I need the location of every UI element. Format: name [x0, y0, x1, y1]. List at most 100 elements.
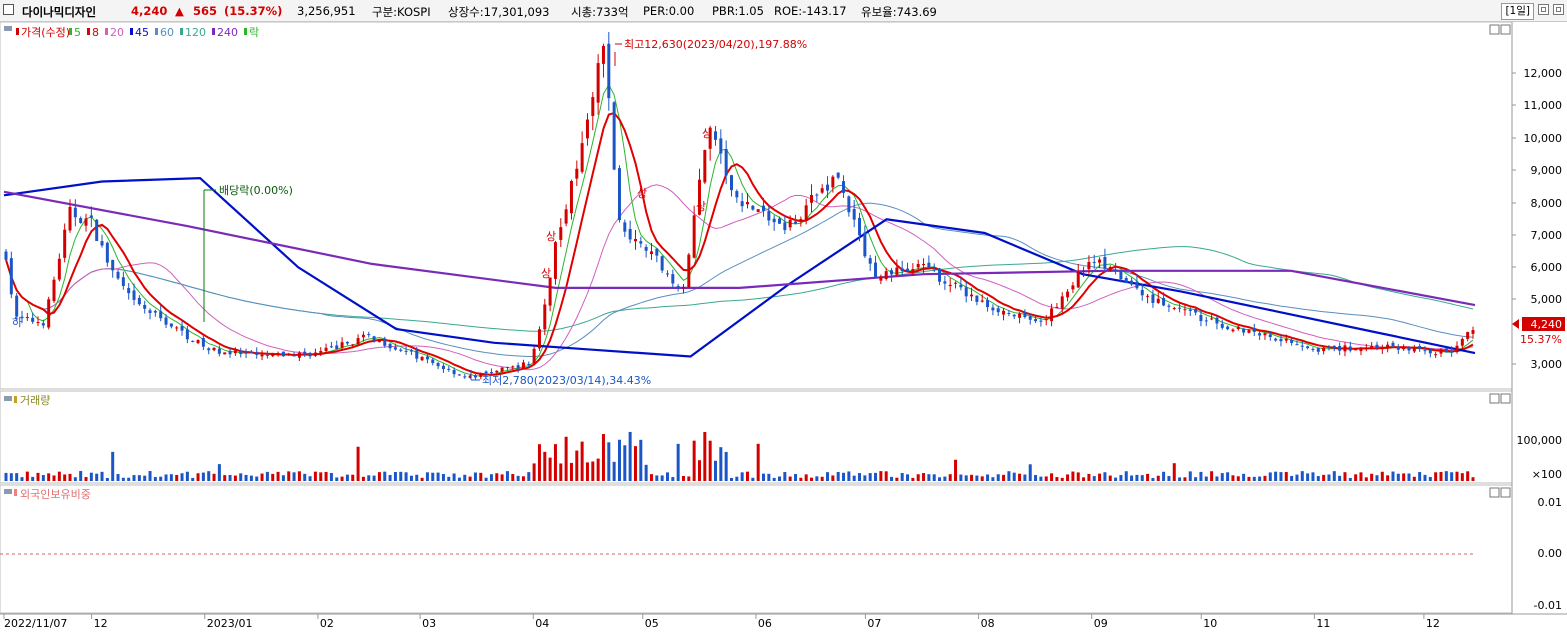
y-tick-label: 10,000 — [1524, 132, 1563, 145]
volume-bar — [1018, 473, 1022, 481]
candle-body — [239, 350, 243, 355]
candle-body — [180, 326, 184, 331]
foreign-panel — [0, 484, 1513, 614]
volume-bar — [1460, 473, 1464, 481]
candle-body — [57, 258, 61, 280]
candle-body — [1183, 309, 1187, 311]
volume-bar — [1028, 464, 1032, 481]
price-legend: 가격(수정) 5 8 20 45 60 120 240 락 — [16, 26, 259, 39]
volume-bar — [52, 475, 56, 481]
volume-bar — [713, 460, 717, 481]
volume-bar — [762, 473, 766, 481]
volume-bar — [964, 475, 968, 481]
listed-shares: 상장수:17,301,093 — [448, 5, 550, 19]
candle-body — [281, 351, 285, 357]
candle-body — [207, 348, 211, 351]
candle-body — [1284, 338, 1288, 341]
candle-body — [324, 347, 328, 352]
volume-bar — [1002, 474, 1006, 481]
volume-bar — [655, 475, 659, 481]
volume-bar — [1258, 476, 1262, 481]
period-button[interactable]: [1일] — [1501, 3, 1534, 20]
panel-menu-icon[interactable] — [4, 396, 12, 401]
candle-body — [1300, 345, 1304, 347]
candle-body — [1172, 308, 1176, 310]
volume-bar — [751, 477, 755, 481]
volume-bar — [1151, 477, 1155, 481]
volume-bar — [175, 474, 179, 481]
volume-bar — [1386, 475, 1390, 481]
candle-body — [1418, 346, 1422, 349]
volume-bar — [746, 471, 750, 481]
candle-body — [41, 323, 45, 326]
candle-body — [431, 359, 435, 363]
candle-body — [143, 304, 147, 309]
volume-bar — [361, 476, 365, 481]
volume-bar — [687, 476, 691, 481]
volume-bar — [473, 472, 477, 481]
candle-body — [1471, 330, 1475, 334]
y-tick-label: 5,000 — [1531, 293, 1563, 306]
candle-body — [932, 269, 936, 271]
candle-body — [890, 270, 894, 275]
volume-bar — [127, 477, 131, 481]
volume-bar — [575, 450, 579, 481]
candle-body — [1130, 280, 1134, 285]
candle-body — [79, 217, 83, 223]
volume-bar — [1364, 477, 1368, 481]
volume-bar — [1268, 472, 1272, 481]
candle-body — [959, 284, 963, 288]
candle-body — [1087, 261, 1091, 270]
volume-bar — [404, 472, 408, 481]
volume-bar — [831, 475, 835, 481]
volume-bar — [794, 474, 798, 481]
candle-body — [47, 299, 51, 328]
volume-bar — [740, 472, 744, 481]
legend-marker — [87, 28, 90, 35]
volume-bar — [1402, 473, 1406, 481]
x-tick-label: 03 — [422, 617, 436, 630]
panel-window-buttons[interactable] — [1489, 24, 1511, 498]
volume-bar — [169, 474, 173, 481]
volume-bar — [1439, 471, 1443, 481]
volume-bar — [1012, 472, 1016, 481]
volume-bar — [1455, 471, 1459, 481]
panel-menu-icon[interactable] — [4, 26, 12, 31]
volume-bar — [249, 475, 253, 481]
volume-bar — [511, 474, 515, 481]
volume-bar — [895, 477, 899, 481]
volume-bar — [265, 471, 269, 481]
panel-menu-icon[interactable] — [4, 489, 12, 494]
volume-bar — [463, 474, 467, 481]
volume-bar — [1348, 477, 1352, 481]
candle-body — [527, 363, 531, 365]
volume-bar — [607, 442, 611, 481]
volume-bar — [1412, 476, 1416, 481]
volume-bar — [308, 476, 312, 481]
candle-body — [1279, 338, 1283, 342]
limit-up-label: 상 — [696, 200, 706, 213]
candle-body — [1098, 259, 1102, 263]
y-tick-label: 8,000 — [1531, 197, 1563, 210]
ma-line-45 — [3, 176, 1476, 358]
volume-bar — [441, 474, 445, 481]
maximize-icon[interactable] — [1553, 4, 1564, 15]
volume-bar — [1023, 474, 1027, 481]
market-type: 구분:KOSPI — [372, 5, 431, 19]
toggle-checkbox[interactable] — [3, 4, 14, 15]
stock-name[interactable]: 다이나믹디자인 — [22, 5, 97, 19]
candle-body — [1268, 334, 1272, 338]
candle-body — [372, 336, 376, 341]
candle-body — [1178, 307, 1182, 309]
restore-icon[interactable] — [1538, 4, 1549, 15]
candle-body — [1434, 354, 1438, 356]
volume-bar — [372, 475, 376, 481]
volume-bar — [612, 461, 616, 481]
volume-bar — [719, 447, 723, 481]
candle-body — [1375, 344, 1379, 349]
volume-bar — [927, 474, 931, 481]
candle-body — [927, 262, 931, 268]
candle-body — [639, 241, 643, 244]
x-tick-label: 02 — [320, 617, 334, 630]
x-tick-label: 07 — [867, 617, 881, 630]
